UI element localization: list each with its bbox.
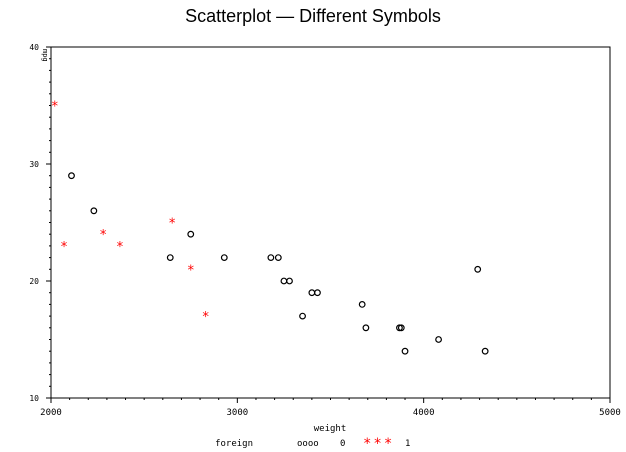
data-point-series-0: [220, 254, 228, 262]
x-tick-label: 4000: [413, 408, 435, 418]
legend-entry-1-label: 1: [405, 439, 410, 449]
plot-frame: [50, 46, 611, 399]
legend-title: foreign: [215, 439, 253, 449]
data-point-series-1: *: [60, 240, 68, 255]
data-point-series-1: *: [99, 228, 107, 243]
data-point-series-0: [314, 289, 321, 297]
y-tick-label: 20: [29, 277, 39, 286]
data-point-series-0: [166, 254, 174, 262]
legend-entry-0-label: 0: [340, 439, 345, 449]
x-tick-label: 5000: [599, 408, 621, 418]
data-point-series-0: [362, 324, 370, 332]
y-tick-label: 30: [29, 160, 39, 169]
data-point-series-0: [481, 347, 489, 355]
chart-title: Scatterplot — Different Symbols: [185, 6, 441, 26]
data-point-series-0: [280, 277, 288, 285]
data-point-series-0: [90, 207, 98, 215]
data-point-series-0: [68, 172, 75, 180]
legend-entry-1-symbol: ***: [363, 436, 394, 452]
data-point-series-0: [299, 312, 306, 320]
legend: foreign oooo 0 *** 1: [215, 436, 410, 452]
data-point-series-0: [358, 301, 366, 308]
data-point-series-0: [397, 324, 405, 332]
data-point-series-0: [435, 336, 442, 343]
data-point-series-0: [274, 254, 282, 262]
x-tick-label: 2000: [40, 408, 62, 418]
data-point-series-0: [308, 289, 316, 297]
data-point-series-1: *: [202, 310, 210, 325]
data-point-series-1: *: [51, 100, 59, 115]
x-axis-title: weight: [314, 424, 347, 434]
y-tick-label: 10: [29, 394, 39, 403]
x-tick-label: 3000: [226, 408, 248, 418]
data-point-series-0: [267, 254, 275, 262]
data-point-series-0: [187, 230, 195, 238]
y-axis-title: mpg: [41, 49, 49, 62]
legend-entry-0-symbol: oooo: [297, 439, 319, 449]
data-point-series-1: *: [116, 240, 124, 255]
data-point-series-1: *: [168, 217, 176, 232]
data-point-series-1: *: [187, 263, 195, 278]
data-point-series-0: [474, 265, 482, 273]
svg-text:mpg: mpg: [41, 49, 49, 62]
data-point-series-0: [401, 347, 409, 355]
data-point-series-0: [286, 277, 293, 285]
y-tick-label: 40: [29, 43, 39, 52]
